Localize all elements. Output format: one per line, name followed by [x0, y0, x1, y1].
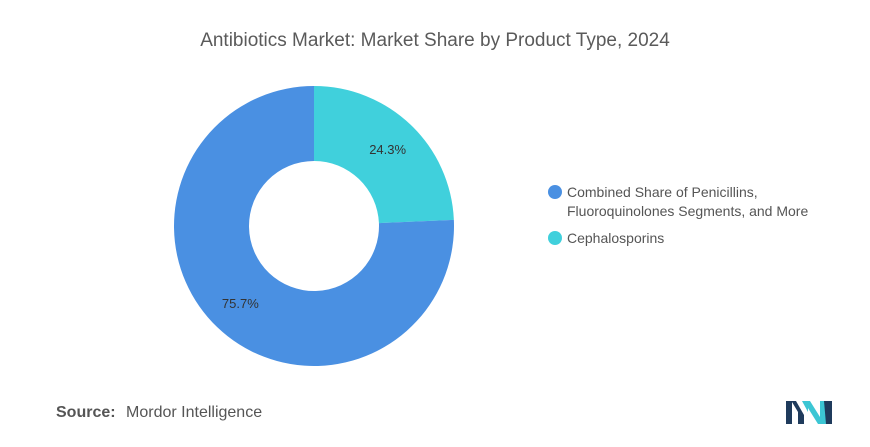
- legend-label-combined: Combined Share of Penicillins, Fluoroqui…: [567, 184, 809, 219]
- source-note: Source: Mordor Intelligence: [56, 404, 262, 422]
- slice-cephalosporins[interactable]: [314, 86, 454, 224]
- chart-title: Antibiotics Market: Market Share by Prod…: [200, 30, 670, 51]
- legend-swatch-combined: [548, 185, 562, 199]
- legend: Combined Share of Penicillins, Fluoroqui…: [548, 183, 848, 256]
- legend-label-cephalosporins: Cephalosporins: [567, 230, 665, 246]
- source-value: Mordor Intelligence: [126, 404, 263, 421]
- legend-item-cephalosporins[interactable]: Cephalosporins: [548, 229, 848, 248]
- source-label: Source:: [56, 404, 116, 421]
- legend-swatch-cephalosporins: [548, 231, 562, 245]
- slice-label-combined: 75.7%: [222, 296, 259, 311]
- slice-combined[interactable]: [174, 86, 455, 366]
- mordor-intelligence-logo-icon: [786, 401, 832, 424]
- legend-item-combined[interactable]: Combined Share of Penicillins, Fluoroqui…: [548, 183, 848, 221]
- slice-label-cephalosporins: 24.3%: [369, 142, 406, 157]
